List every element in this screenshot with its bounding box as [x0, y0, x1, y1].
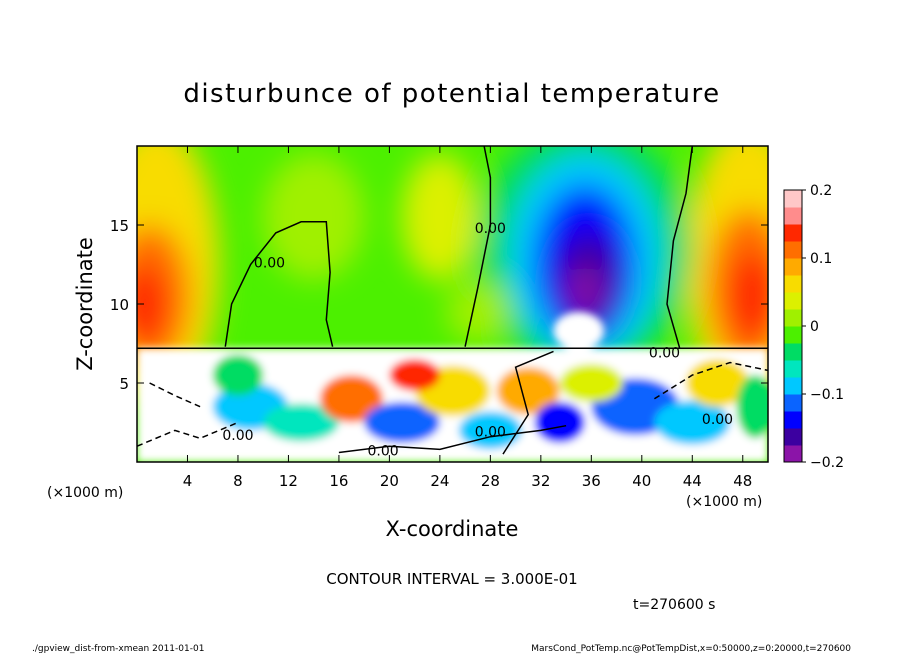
colorbar-segment: [784, 428, 802, 446]
colorbar-segment: [784, 360, 802, 378]
contour-label: 0.00: [222, 428, 253, 444]
colorbar-tick-label: −0.2: [810, 455, 844, 471]
lower-layer-cell: [389, 359, 440, 391]
field-cool-peak: [569, 267, 601, 316]
contour-lower-right-loop: [502, 350, 554, 455]
contour-lower-mid: [338, 424, 567, 454]
contour-label: 0.00: [702, 412, 733, 428]
field-warm-right-peak: [730, 251, 768, 341]
x-tick-label: 48: [733, 472, 752, 490]
x-tick-label: 20: [380, 472, 399, 490]
colorbar-segment: [784, 309, 802, 327]
contour-label: 0.00: [254, 256, 285, 272]
lower-layer-cell: [263, 403, 339, 442]
colorbar-segment: [784, 258, 802, 276]
colorbar: [784, 190, 802, 463]
x-tick-label: 28: [481, 472, 500, 490]
lower-layer-cell: [534, 401, 586, 444]
contour-label: 0.00: [475, 221, 506, 237]
x-tick-label: 40: [632, 472, 651, 490]
field-band-low: [446, 280, 510, 344]
chart-title: disturbunce of potential temperature: [183, 79, 720, 109]
field-warm-left-peak: [137, 264, 167, 344]
colorbar-segment: [784, 292, 802, 310]
x-tick-label: 8: [233, 472, 243, 490]
x-tick-label: 44: [683, 472, 702, 490]
x-tick-label: 4: [183, 472, 193, 490]
colorbar-tick-label: −0.1: [810, 387, 844, 403]
contour-zero-left: [224, 221, 334, 347]
colorbar-segment: [784, 241, 802, 259]
y-tick-label: 15: [110, 217, 129, 235]
colorbar-segment: [784, 190, 802, 208]
x-tick-label: 36: [582, 472, 601, 490]
contour-interval-text: CONTOUR INTERVAL = 3.000E-01: [326, 570, 577, 588]
colorbar-segment: [784, 326, 802, 344]
lower-layer-cell: [364, 401, 440, 444]
colorbar-segment: [784, 224, 802, 242]
contour-label: 0.00: [368, 444, 399, 460]
lower-layer-cell: [685, 359, 750, 407]
contour-zero-right: [666, 146, 694, 349]
colorbar-segment: [784, 394, 802, 412]
x-tick-label: 32: [531, 472, 550, 490]
x-unit-label: (×1000 m): [686, 494, 762, 510]
lower-layer-cell: [458, 411, 522, 450]
x-tick-label: 16: [329, 472, 348, 490]
footer-left-text: ./gpview_dist-from-xmean 2011-01-01: [32, 644, 204, 654]
colorbar-segment: [784, 377, 802, 395]
field-white-bubble: [553, 311, 604, 350]
colorbar-tick-label: 0: [810, 319, 819, 335]
time-text: t=270600 s: [633, 597, 715, 613]
contour-lower-right: [654, 361, 768, 400]
contour-label: 0.00: [475, 425, 506, 441]
contour-label: 0.00: [649, 346, 680, 362]
y-unit-label: (×1000 m): [47, 485, 123, 501]
colorbar-segment: [784, 343, 802, 361]
field-band-left: [263, 153, 365, 281]
contour-zero-mid: [464, 146, 492, 347]
colorbar-tick-label: 0.1: [810, 251, 832, 267]
y-tick-label: 10: [110, 296, 129, 314]
colorbar-tick-label: 0.2: [810, 183, 832, 199]
lower-layer-cell: [559, 364, 623, 402]
lower-layer-cell: [654, 400, 731, 445]
x-axis-label: X-coordinate: [386, 517, 519, 541]
lower-layer-cell: [736, 375, 768, 439]
colorbar-segment: [784, 275, 802, 293]
x-tick-label: 24: [430, 472, 449, 490]
y-tick-label: 5: [119, 375, 129, 393]
lower-layer-cell: [496, 367, 560, 415]
colorbar-segment: [784, 207, 802, 225]
contour-lower-left: [137, 421, 239, 447]
y-axis-label: Z-coordinate: [73, 237, 97, 371]
plot-area: 0.00 0.00 0.00 0.00 0.00 0.00 0.00: [137, 146, 768, 462]
footer-right-text: MarsCond_PotTemp.nc@PotTempDist,x=0:5000…: [531, 644, 851, 654]
x-tick-label: 12: [279, 472, 298, 490]
field-band-mid: [402, 153, 478, 281]
colorbar-segment: [784, 445, 802, 463]
lower-layer-cell: [319, 375, 384, 423]
colorbar-segment: [784, 411, 802, 429]
lower-layer-cell: [212, 354, 264, 396]
